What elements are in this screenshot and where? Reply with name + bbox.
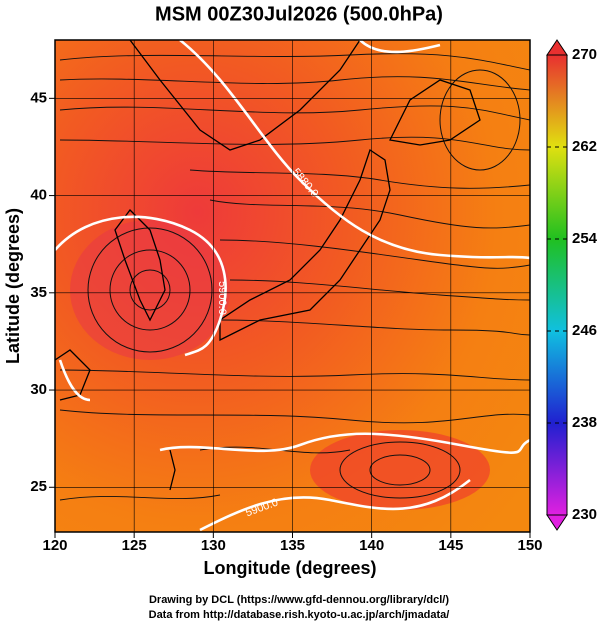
x-tick-label: 150 xyxy=(517,537,542,554)
coastlines xyxy=(55,40,481,491)
colorbar-extend-bottom xyxy=(546,514,568,531)
colorbar-tick-label: 238 xyxy=(572,414,597,431)
y-tick-label: 45 xyxy=(30,89,47,106)
colorbar-tick-label: 270 xyxy=(572,46,597,63)
footer-line: Data from http://database.rish.kyoto-u.a… xyxy=(149,609,450,621)
warm-area xyxy=(70,220,230,360)
colorbar-tick-label: 262 xyxy=(572,138,597,155)
x-axis-label: Longitude (degrees) xyxy=(203,558,376,578)
y-tick-label: 30 xyxy=(30,381,47,398)
footer-line: Drawing by DCL (https://www.gfd-dennou.o… xyxy=(149,594,449,606)
x-tick-label: 120 xyxy=(42,537,67,554)
x-tick-label: 135 xyxy=(280,537,305,554)
colorbar-tick-label: 230 xyxy=(572,506,597,523)
x-tick-label: 140 xyxy=(359,537,384,554)
warm-area xyxy=(310,430,490,510)
colorbar-tick-label: 246 xyxy=(572,322,597,339)
x-tick-label: 145 xyxy=(438,537,463,554)
title: MSM 00Z30Jul2026 (500.0hPa) xyxy=(155,3,443,25)
y-axis-label: Latitude (degrees) xyxy=(3,208,23,364)
y-tick-label: 35 xyxy=(30,284,47,301)
geopotential-contours xyxy=(55,40,530,532)
y-tick-label: 25 xyxy=(30,478,47,495)
x-tick-label: 130 xyxy=(201,537,226,554)
y-tick-label: 40 xyxy=(30,187,47,204)
colorbar-extend-top xyxy=(546,39,568,56)
colorbar-tick-label: 254 xyxy=(572,230,598,247)
contour-label: 5900.0 xyxy=(216,281,228,315)
colorbar xyxy=(546,54,568,516)
x-tick-label: 125 xyxy=(122,537,147,554)
